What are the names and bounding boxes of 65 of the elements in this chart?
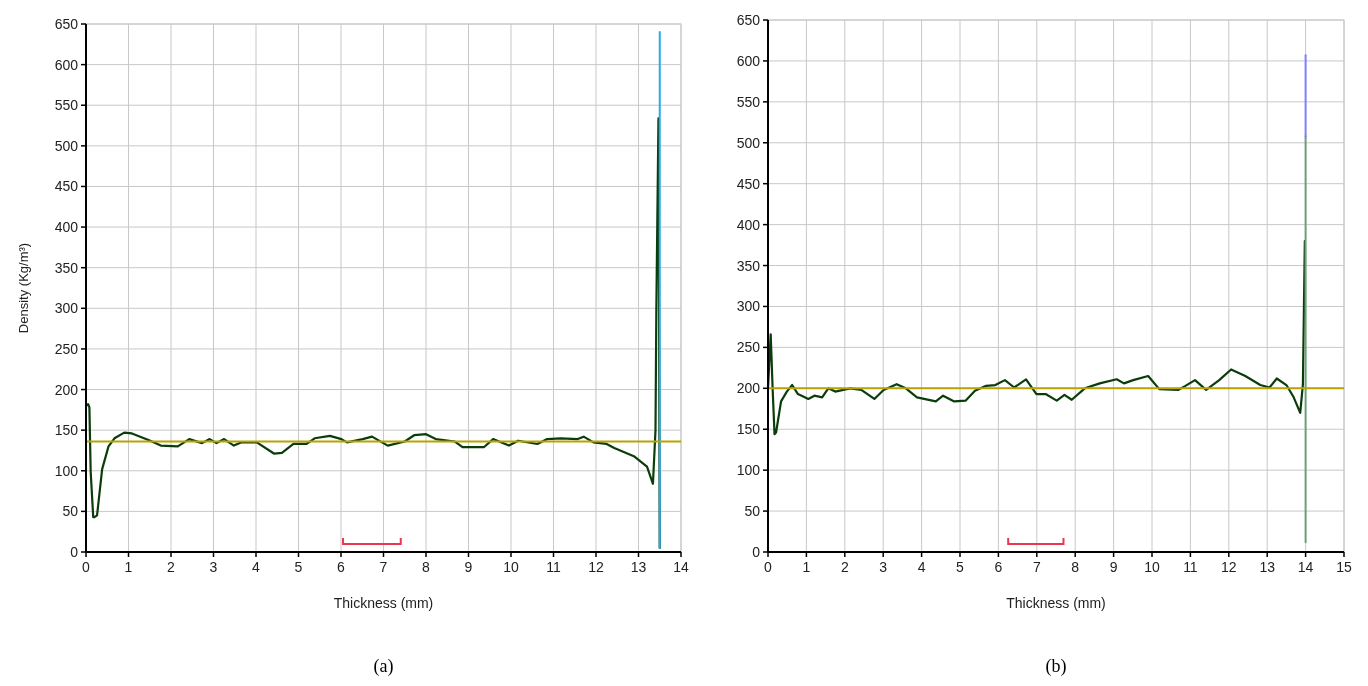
x-tick-label: 8 bbox=[1071, 559, 1080, 575]
x-tick-label: 7 bbox=[1032, 559, 1041, 575]
y-tick-label: 0 bbox=[752, 544, 761, 560]
x-tick-label: 15 bbox=[1336, 559, 1352, 575]
x-tick-label: 7 bbox=[379, 559, 388, 575]
x-tick-label: 1 bbox=[802, 559, 811, 575]
x-tick-label: 1 bbox=[124, 559, 133, 575]
y-tick-label: 250 bbox=[736, 339, 761, 356]
x-tick-label: 2 bbox=[840, 559, 849, 575]
x-tick-label: 0 bbox=[82, 559, 91, 575]
y-tick-label: 500 bbox=[736, 134, 761, 151]
y-axis-title: Density (Kg/m³) bbox=[16, 242, 31, 334]
x-tick-label: 3 bbox=[879, 559, 888, 575]
y-tick-label: 150 bbox=[54, 422, 79, 439]
x-tick-label: 0 bbox=[764, 559, 773, 575]
x-tick-label: 8 bbox=[422, 559, 431, 575]
y-tick-label: 300 bbox=[54, 300, 79, 317]
y-tick-label: 450 bbox=[736, 175, 761, 192]
y-tick-label: 450 bbox=[54, 178, 79, 195]
x-tick-label: 4 bbox=[252, 559, 261, 575]
x-tick-label: 12 bbox=[588, 559, 604, 575]
x-tick-label: 13 bbox=[1259, 559, 1276, 575]
y-tick-label: 350 bbox=[736, 257, 761, 274]
y-tick-label: 400 bbox=[736, 216, 761, 233]
x-tick-label: 11 bbox=[546, 559, 561, 575]
y-tick-label: 350 bbox=[54, 259, 79, 276]
x-tick-label: 14 bbox=[673, 559, 689, 575]
x-axis-title: Thickness (mm) bbox=[333, 595, 434, 611]
x-tick-label: 13 bbox=[630, 559, 647, 575]
y-tick-label: 650 bbox=[736, 12, 761, 28]
y-tick-label: 550 bbox=[54, 97, 79, 114]
y-tick-label: 600 bbox=[736, 52, 761, 69]
y-tick-label: 500 bbox=[54, 137, 79, 154]
x-tick-label: 12 bbox=[1221, 559, 1237, 575]
x-tick-label: 6 bbox=[994, 559, 1003, 575]
y-tick-label: 550 bbox=[736, 93, 761, 110]
y-tick-label: 250 bbox=[54, 340, 79, 357]
x-tick-label: 10 bbox=[1144, 559, 1160, 575]
y-tick-label: 200 bbox=[54, 381, 79, 398]
x-tick-label: 3 bbox=[209, 559, 218, 575]
y-tick-label: 200 bbox=[736, 380, 761, 397]
x-tick-label: 9 bbox=[1109, 559, 1118, 575]
x-tick-label: 2 bbox=[167, 559, 176, 575]
line-series bbox=[766, 239, 1306, 436]
x-tick-label: 14 bbox=[1297, 559, 1314, 575]
y-tick-label: 650 bbox=[54, 16, 79, 32]
y-tick-label: 400 bbox=[54, 219, 79, 236]
text: (a) bbox=[373, 656, 394, 677]
x-axis-title: Thickness (mm) bbox=[1006, 595, 1106, 611]
y-tick-label: 100 bbox=[736, 462, 761, 479]
x-tick-label: 11 bbox=[1183, 559, 1198, 575]
x-tick-label: 6 bbox=[337, 559, 346, 575]
text: (b) bbox=[1045, 656, 1067, 677]
y-tick-label: 100 bbox=[54, 462, 79, 479]
y-tick-label: 600 bbox=[54, 56, 79, 73]
y-tick-label: 300 bbox=[736, 298, 761, 315]
y-tick-label: 50 bbox=[744, 503, 761, 520]
x-tick-label: 9 bbox=[464, 559, 473, 575]
y-tick-label: 50 bbox=[62, 503, 79, 520]
y-tick-label: 0 bbox=[70, 544, 79, 560]
x-tick-label: 10 bbox=[503, 559, 519, 575]
x-tick-label: 5 bbox=[956, 559, 965, 575]
x-tick-label: 4 bbox=[917, 559, 926, 575]
x-tick-label: 5 bbox=[294, 559, 303, 575]
y-tick-label: 150 bbox=[736, 421, 761, 438]
